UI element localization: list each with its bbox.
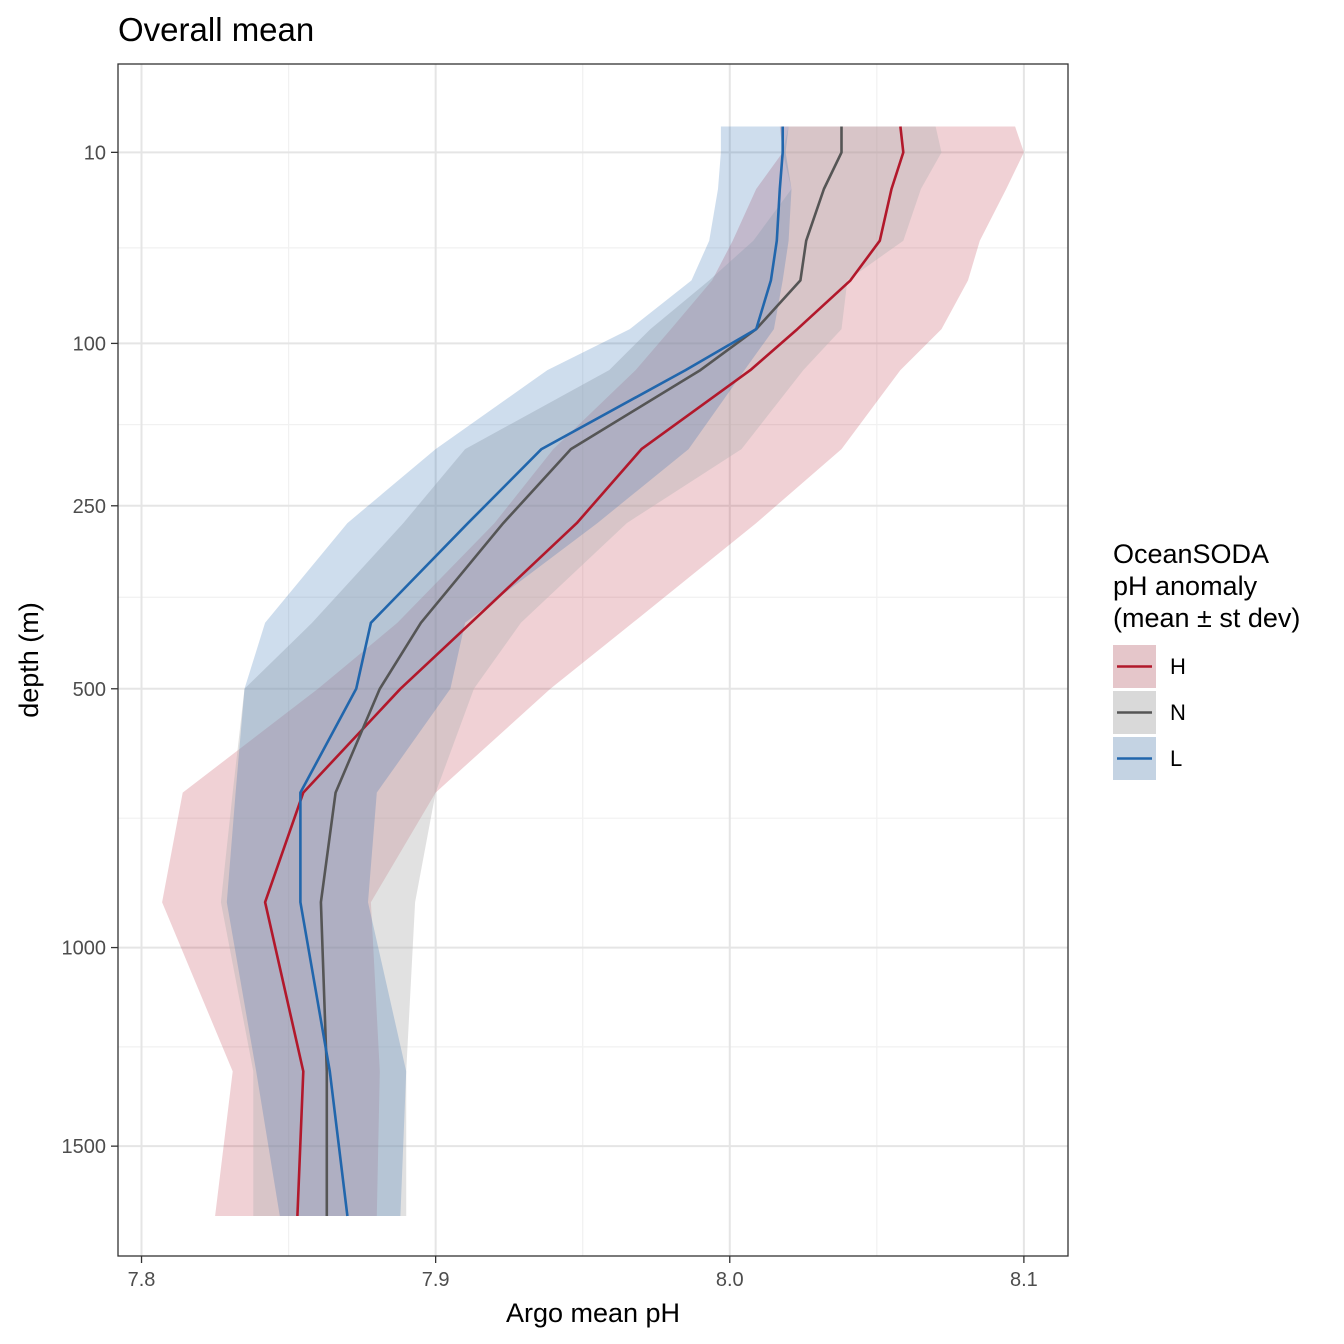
x-tick-label: 7.9: [422, 1269, 450, 1291]
plot-border: [117, 63, 1069, 1257]
legend-title-line-2: pH anomaly: [1113, 571, 1258, 601]
x-tick-label: 8.0: [716, 1269, 744, 1291]
y-tick-label: 250: [73, 496, 106, 518]
chart-title: Overall mean: [118, 11, 314, 48]
x-tick-label: 7.8: [128, 1269, 156, 1291]
legend-keys: HNL: [1113, 645, 1186, 780]
legend-label: H: [1170, 654, 1186, 679]
ribbon-H: [162, 126, 1024, 1216]
ribbon-L: [226, 126, 792, 1216]
plot-background: [118, 64, 1068, 1256]
line-layer: [263, 126, 905, 1217]
axes: 7.8 7.9 8.0 8.1 10 100 250 500 1000 1500: [62, 142, 1038, 1291]
x-axis-title: Argo mean pH: [506, 1298, 680, 1328]
legend: OceanSODA pH anomaly (mean ± st dev) HNL: [1113, 539, 1300, 780]
line-N: [319, 126, 843, 1216]
y-tick-label: 1000: [62, 938, 107, 960]
legend-key-L: L: [1113, 737, 1182, 780]
line-H: [263, 126, 905, 1217]
legend-title-line-1: OceanSODA: [1113, 539, 1269, 569]
legend-key-N: N: [1113, 691, 1186, 734]
x-tick-label: 8.1: [1010, 1269, 1038, 1291]
y-tick-label: 10: [84, 142, 106, 164]
legend-title-line-3: (mean ± st dev): [1113, 603, 1300, 633]
legend-key-H: H: [1113, 645, 1186, 688]
line-L: [299, 126, 785, 1217]
legend-label: N: [1170, 700, 1186, 725]
ribbon-N: [220, 126, 942, 1216]
y-tick-label: 100: [73, 333, 106, 355]
y-tick-label: 1500: [62, 1136, 107, 1158]
legend-label: L: [1170, 746, 1182, 771]
y-axis-title: depth (m): [14, 602, 44, 718]
y-tick-label: 500: [73, 679, 106, 701]
ribbon-layer: [162, 126, 1024, 1216]
